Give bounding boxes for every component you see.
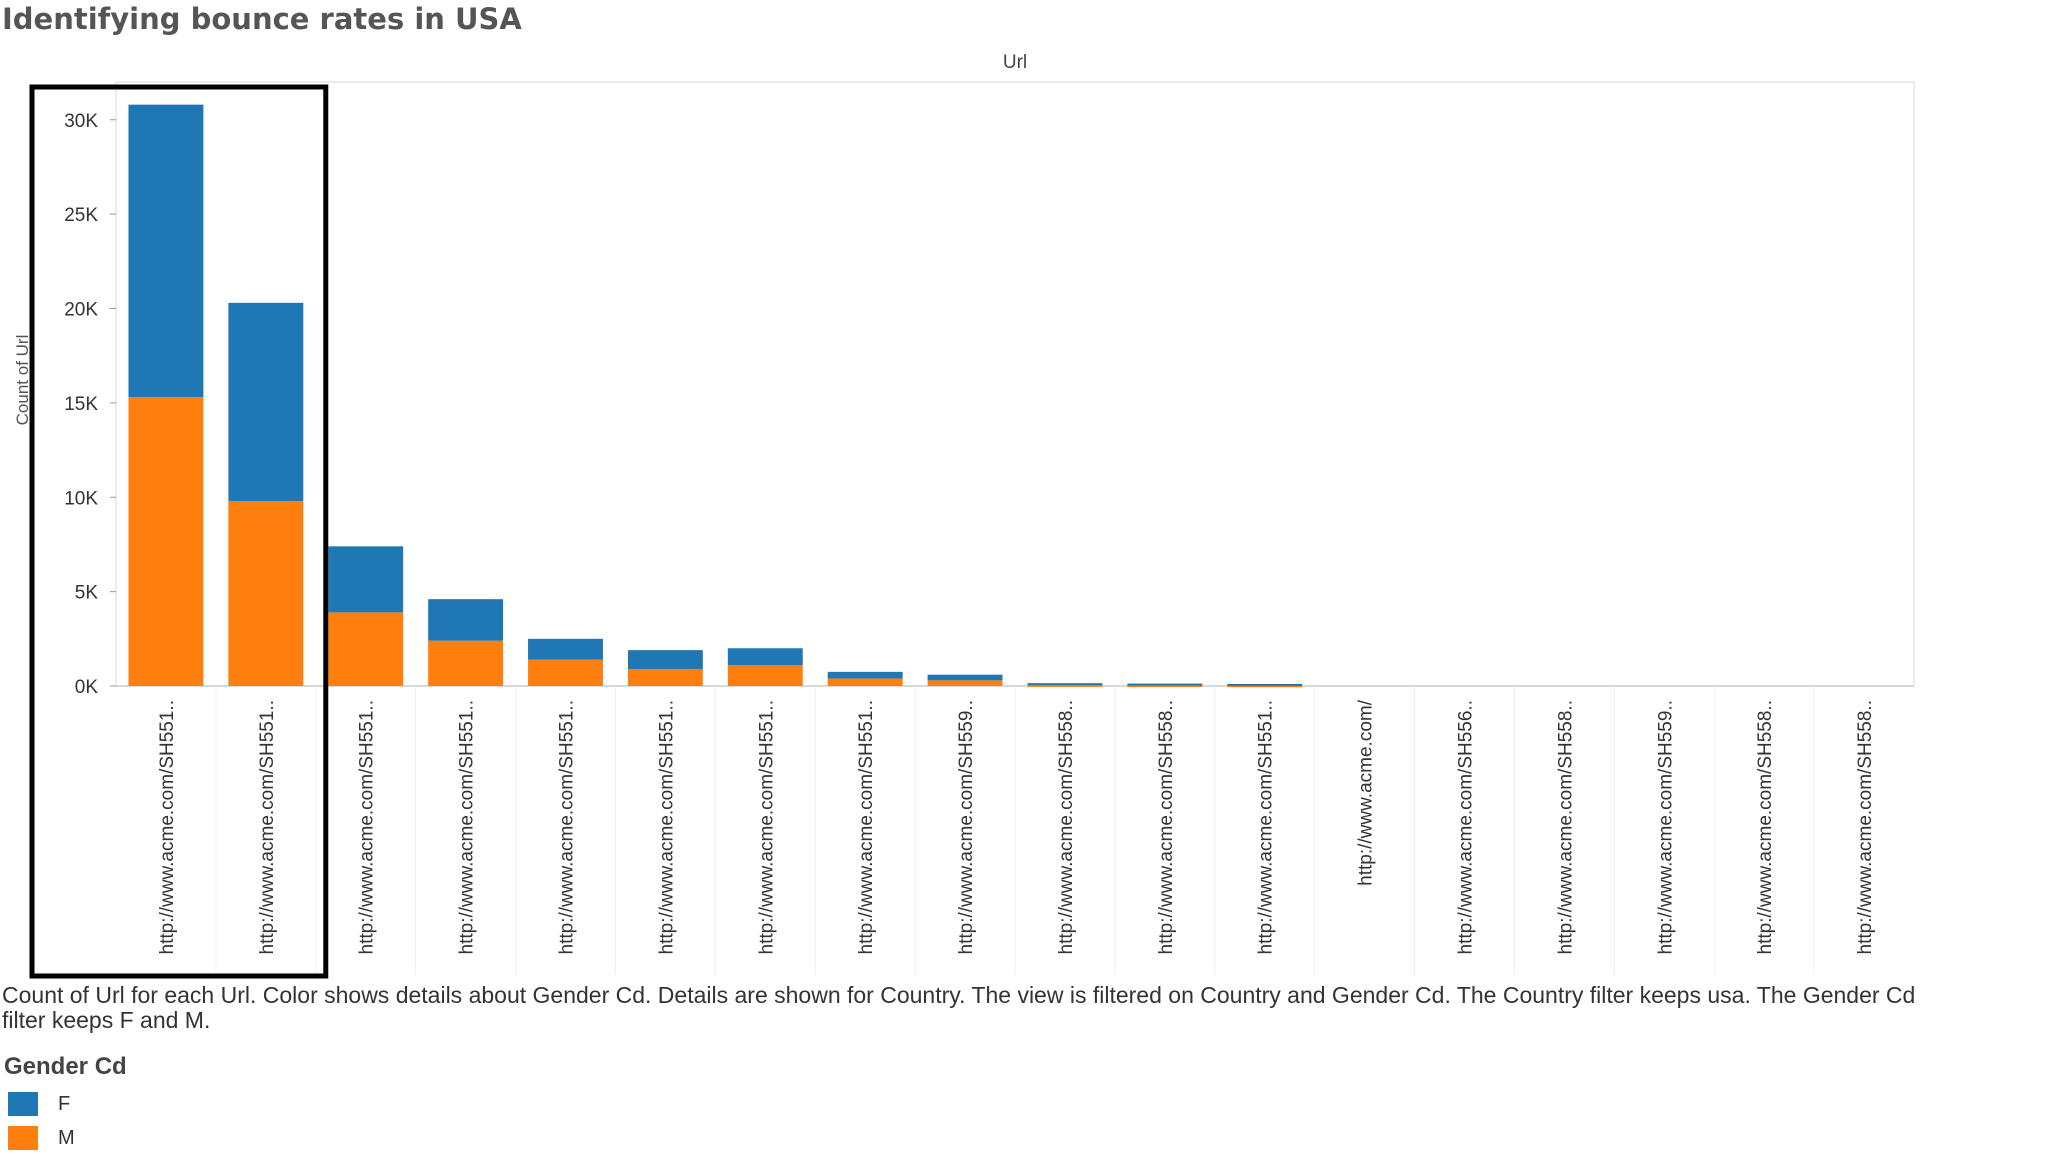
bar-f-6[interactable] <box>727 648 803 666</box>
y-axis-label: Count of Url <box>13 335 32 426</box>
bar-m-9[interactable] <box>1027 684 1103 687</box>
x-axis-header: Url <box>1003 52 1027 73</box>
y-tick-label: 25K <box>64 205 98 226</box>
x-tick-label: http://www.acme.com/SH556.. <box>1456 700 1477 955</box>
bar-chart: Url Count of Url 0K 5K 10K 15K 20K 25K 30K htt… <box>13 52 1915 979</box>
bar-m-3[interactable] <box>428 640 504 686</box>
x-tick-label: http://www.acme.com/SH551.. <box>457 700 478 955</box>
x-tick-label: http://www.acme.com/SH551.. <box>1256 700 1277 955</box>
chart-caption: Count of Url for each Url. Color shows d… <box>2 982 1916 1033</box>
bar-m-2[interactable] <box>328 612 404 686</box>
x-tick-label: http://www.acme.com/SH551.. <box>856 700 877 955</box>
x-tick-label: http://www.acme.com/SH551.. <box>557 700 578 955</box>
highlight-box <box>29 84 329 979</box>
bar-f-11[interactable] <box>1227 683 1303 686</box>
legend-label-m: M <box>58 1126 75 1149</box>
x-tick-label: http://www.acme.com/ <box>1356 699 1377 886</box>
bar-f-5[interactable] <box>627 650 703 670</box>
x-tick-label: http://www.acme.com/SH551.. <box>357 700 378 955</box>
x-tick-label: http://www.acme.com/SH558.. <box>1156 700 1177 955</box>
y-tick-label: 5K <box>75 583 99 604</box>
x-tick-label: http://www.acme.com/SH558.. <box>1555 700 1576 955</box>
legend: Gender Cd F M <box>4 1053 127 1155</box>
bar-m-1[interactable] <box>228 501 304 686</box>
bar-m-10[interactable] <box>1127 685 1203 688</box>
y-tick-label: 0K <box>75 677 99 698</box>
legend-swatch-m <box>8 1126 38 1150</box>
x-tick-label: http://www.acme.com/SH558.. <box>1056 700 1077 955</box>
bar-m-11[interactable] <box>1227 685 1303 688</box>
x-tick-label: http://www.acme.com/SH558.. <box>1755 700 1776 955</box>
bar-m-8[interactable] <box>927 680 1003 686</box>
x-tick-label: http://www.acme.com/SH559.. <box>956 700 977 955</box>
x-tick-label: http://www.acme.com/SH551.. <box>157 700 178 955</box>
x-tick-label: http://www.acme.com/SH551.. <box>756 700 777 955</box>
y-tick-label: 10K <box>64 488 98 509</box>
bar-f-9[interactable] <box>1027 683 1103 686</box>
bar-f-7[interactable] <box>827 671 903 679</box>
bar-f-2[interactable] <box>328 546 404 613</box>
chart-title: Identifying bounce rates in USA <box>2 2 522 36</box>
bar-f-1[interactable] <box>228 302 304 502</box>
bar-m-6[interactable] <box>727 665 803 686</box>
y-tick-label: 20K <box>64 300 98 321</box>
bar-f-0[interactable] <box>128 104 204 398</box>
legend-item-f[interactable]: F <box>4 1087 127 1121</box>
bar-f-10[interactable] <box>1127 683 1203 686</box>
y-tick-label: 15K <box>64 394 98 415</box>
legend-title: Gender Cd <box>4 1053 127 1080</box>
legend-label-f: F <box>58 1092 71 1115</box>
x-tick-label: http://www.acme.com/SH551.. <box>656 700 677 955</box>
bar-m-5[interactable] <box>627 669 703 686</box>
legend-swatch-f <box>8 1092 38 1116</box>
bar-m-7[interactable] <box>827 678 903 686</box>
x-tick-label: http://www.acme.com/SH558.. <box>1855 700 1876 955</box>
bar-f-4[interactable] <box>528 638 603 660</box>
bar-f-3[interactable] <box>428 599 504 641</box>
bar-m-0[interactable] <box>128 397 204 686</box>
x-tick-label: http://www.acme.com/SH559.. <box>1655 700 1676 955</box>
x-tick-label: http://www.acme.com/SH551.. <box>257 700 278 955</box>
y-tick-label: 30K <box>64 111 98 132</box>
bar-f-8[interactable] <box>927 674 1003 681</box>
bar-m-4[interactable] <box>528 659 603 686</box>
legend-item-m[interactable]: M <box>4 1121 127 1155</box>
